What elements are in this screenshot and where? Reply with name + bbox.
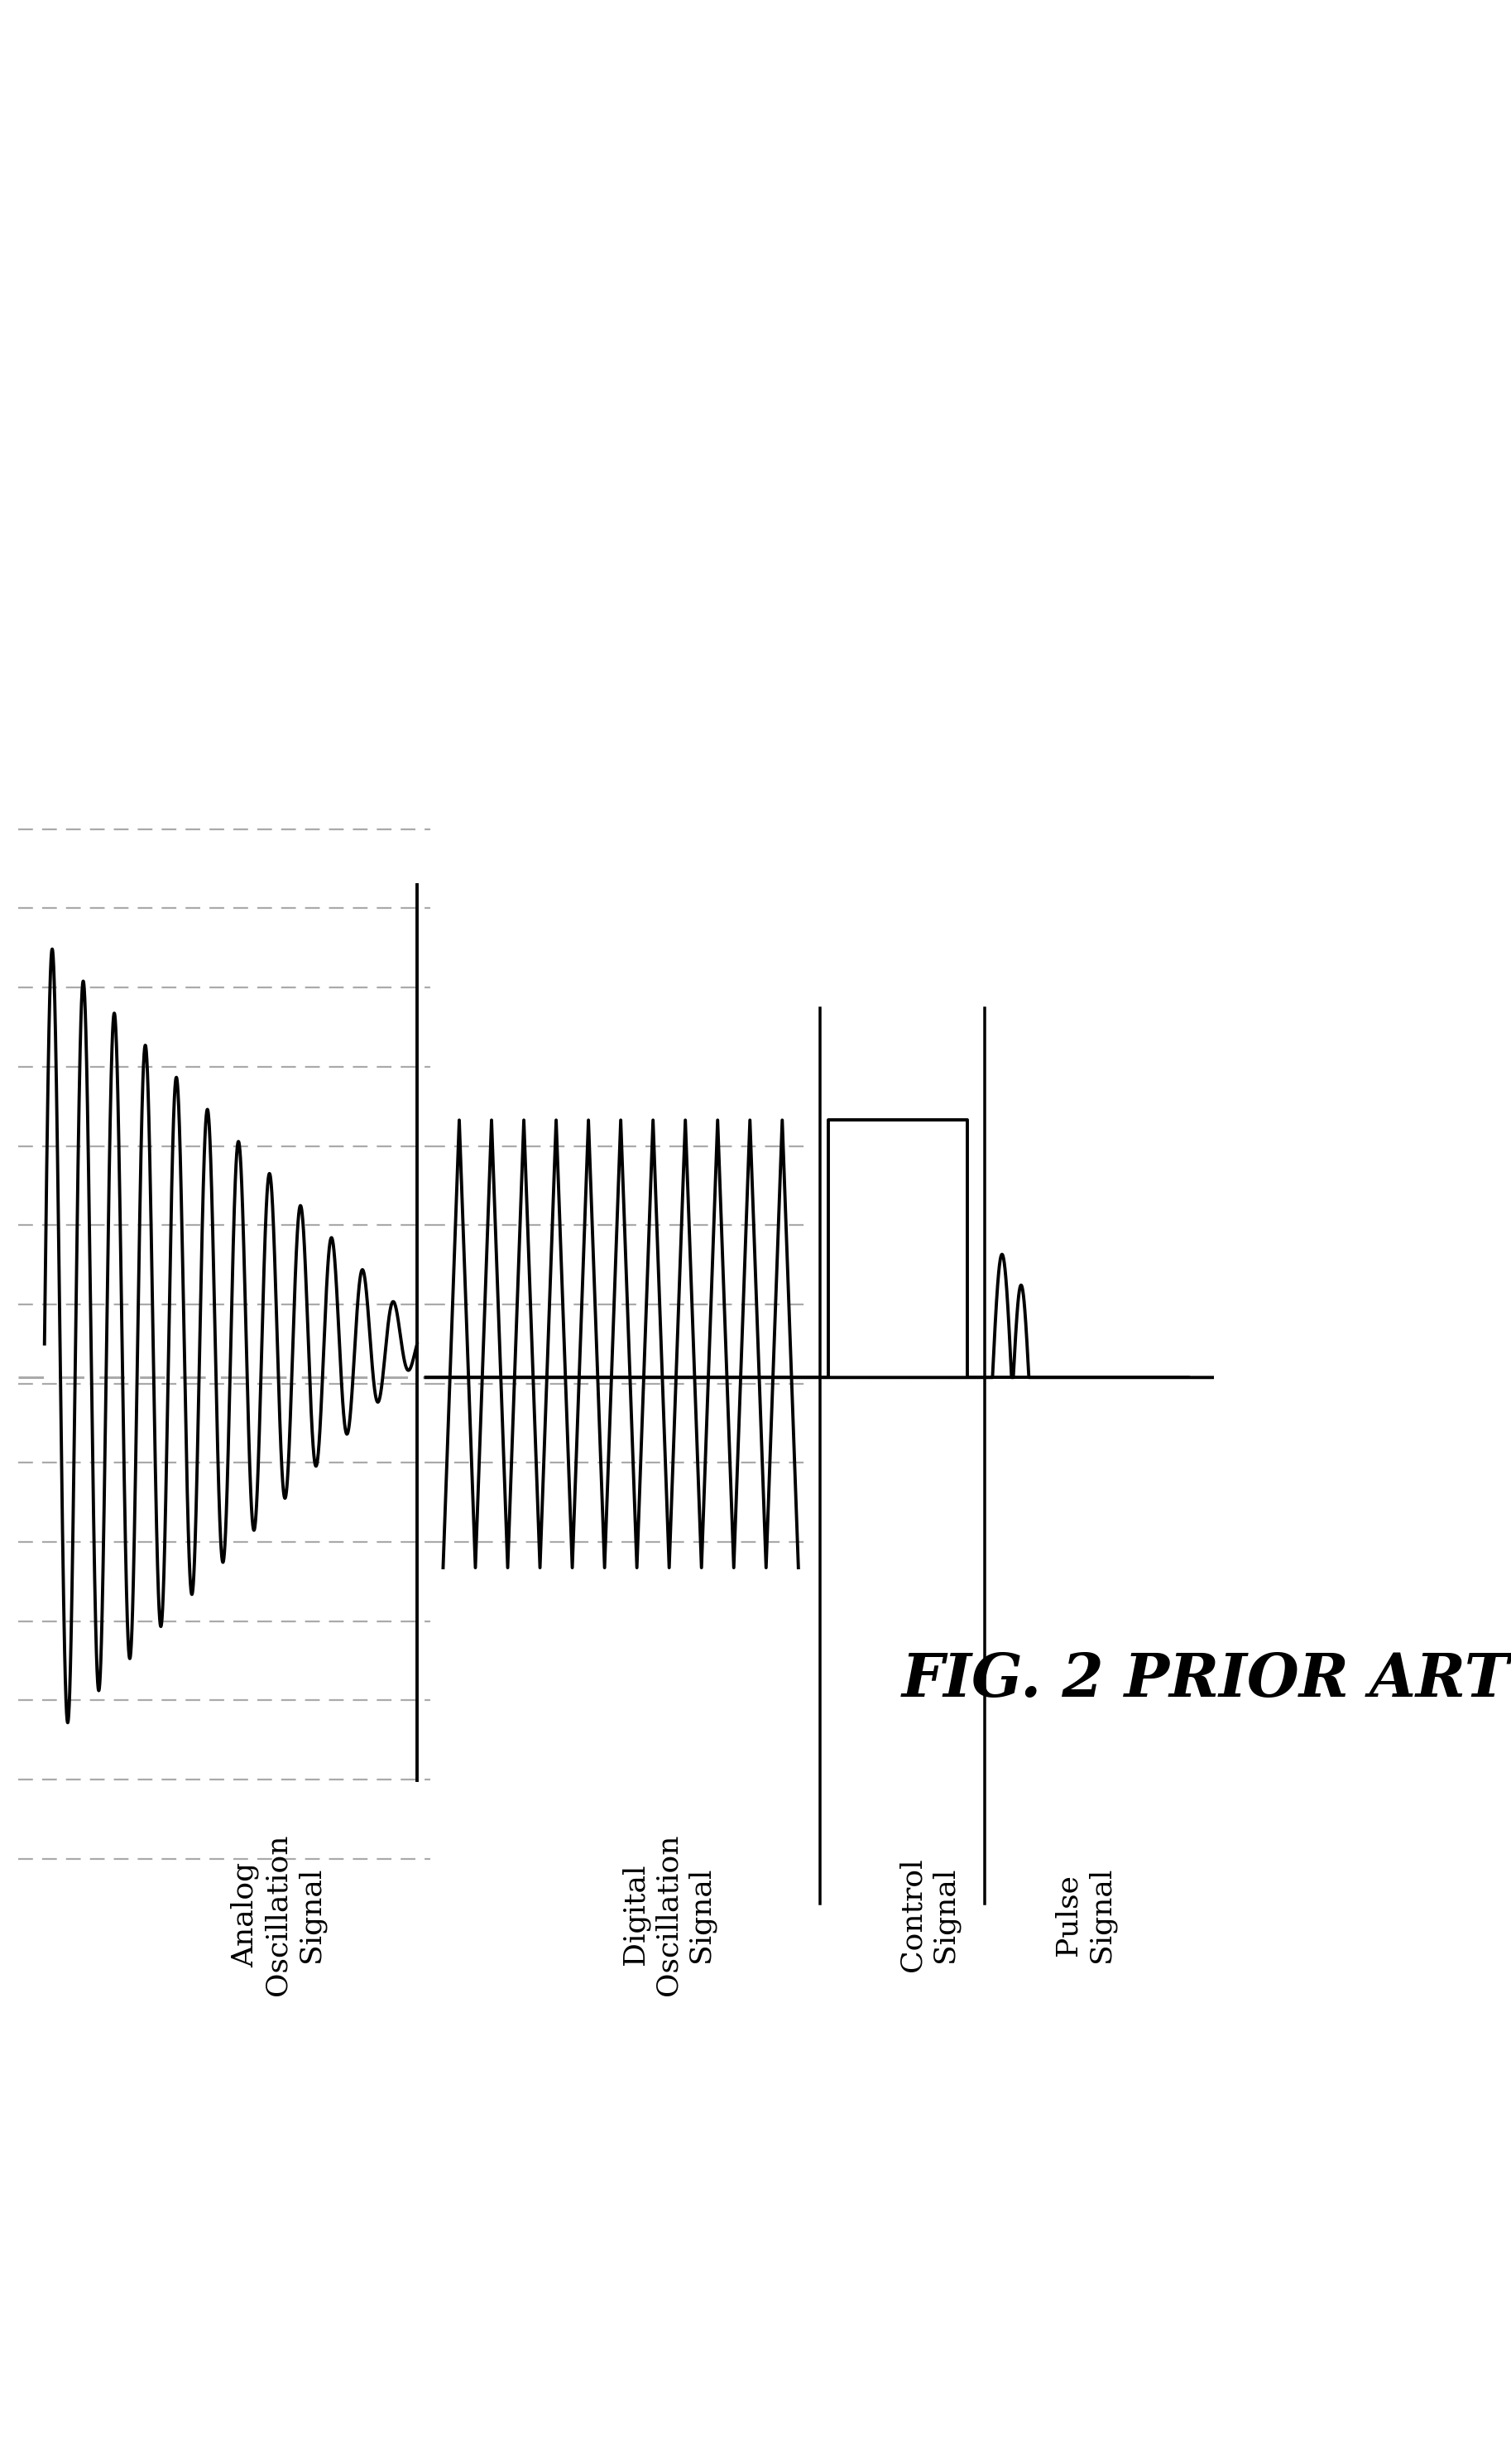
- Text: Control
Signal: Control Signal: [898, 1858, 959, 1971]
- Text: Analog
Oscillation
Signal: Analog Oscillation Signal: [231, 1833, 325, 1996]
- Text: Pulse
Signal: Pulse Signal: [1055, 1868, 1115, 1961]
- Text: Digital
Oscillation
Signal: Digital Oscillation Signal: [621, 1833, 715, 1996]
- Text: FIG. 2 PRIOR ART: FIG. 2 PRIOR ART: [902, 1651, 1509, 1710]
